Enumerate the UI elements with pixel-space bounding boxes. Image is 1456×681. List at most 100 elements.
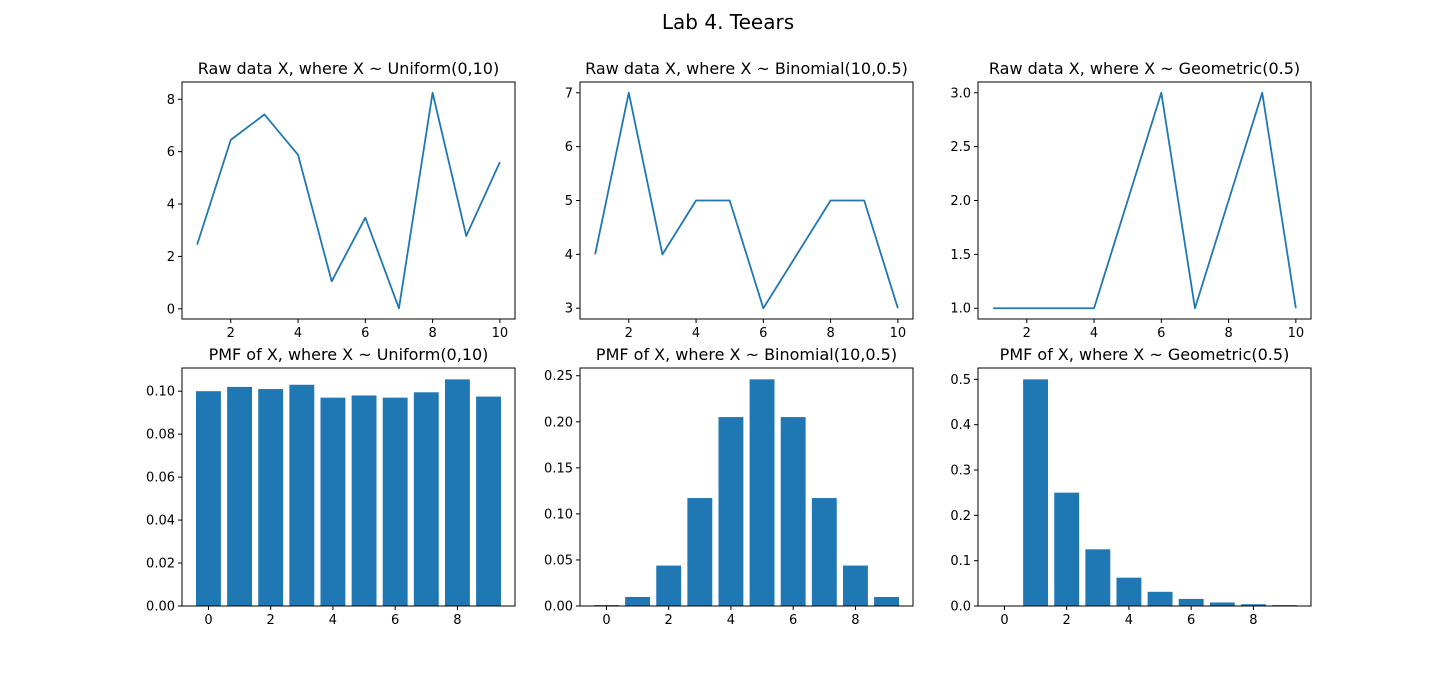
subplot-3: Raw data X, where X ~ Geometric(0.5) 2 4 6 8…: [950, 59, 1312, 341]
bar: [780, 417, 806, 606]
y-tick-label: 0.10: [544, 507, 573, 522]
y-tick-label: 0: [167, 302, 175, 317]
x-tick-label: 10: [1288, 326, 1305, 341]
bar: [444, 379, 470, 606]
x-tick-label: 8: [851, 613, 859, 628]
bar: [842, 565, 868, 606]
subplot-title: PMF of X, where X ~ Uniform(0,10): [209, 345, 489, 364]
y-tick-label: 0.1: [950, 554, 971, 569]
y-tick-label: 5: [565, 194, 573, 209]
axes-frame: [579, 367, 914, 607]
subplot-title: Raw data X, where X ~ Uniform(0,10): [198, 59, 499, 78]
bar: [1147, 591, 1173, 606]
y-tick-label: 0.00: [544, 600, 573, 615]
x-tick-label: 4: [727, 613, 735, 628]
x-tick-label: 4: [294, 326, 302, 341]
bar: [1116, 577, 1142, 606]
series-line: [993, 91, 1297, 310]
bar: [413, 392, 439, 606]
bar: [1240, 604, 1266, 606]
subplot-1: Raw data X, where X ~ Uniform(0,10) 2 4 6 8 1…: [167, 59, 516, 341]
y-tick-label: 6: [565, 140, 573, 155]
y-tick-label: 0.2: [950, 509, 971, 524]
x-tick-label: 6: [759, 326, 767, 341]
y-tick-label: 0.4: [950, 418, 971, 433]
y-tick-label: 0.5: [950, 373, 971, 388]
bar: [196, 391, 221, 606]
y-tick-label: 7: [565, 86, 573, 101]
y-tick-label: 1.5: [950, 248, 971, 263]
x-tick-label: 0: [602, 613, 610, 628]
figure-suptitle: Lab 4. Teears: [662, 10, 794, 34]
x-tick-label: 4: [1125, 613, 1133, 628]
x-tick-label: 8: [453, 613, 461, 628]
y-tick-label: 3: [565, 302, 573, 317]
y-tick-label: 0.20: [544, 415, 573, 430]
y-tick-label: 1.0: [950, 302, 971, 317]
y-tick-label: 4: [167, 198, 175, 213]
y-tick-label: 0.02: [146, 557, 175, 572]
x-tick-label: 8: [826, 326, 834, 341]
bar: [749, 379, 775, 606]
subplot-grid: Raw data X, where X ~ Uniform(0,10) 2 4 6 8 1…: [146, 59, 1312, 628]
bar: [874, 596, 899, 606]
x-tick-label: 2: [1063, 613, 1071, 628]
axes-frame: [181, 81, 516, 320]
x-tick-label: 8: [1249, 613, 1257, 628]
x-tick-label: 6: [789, 613, 797, 628]
x-tick-label: 2: [267, 613, 275, 628]
x-tick-label: 4: [1090, 326, 1098, 341]
y-tick-label: 0.3: [950, 464, 971, 479]
x-tick-label: 8: [428, 326, 436, 341]
subplot-title: PMF of X, where X ~ Geometric(0.5): [1000, 345, 1290, 364]
y-tick-label: 8: [167, 93, 175, 108]
y-tick-label: 4: [565, 248, 573, 263]
x-tick-label: 4: [692, 326, 700, 341]
x-tick-label: 0: [204, 613, 212, 628]
bar: [320, 397, 346, 606]
bar: [718, 417, 744, 606]
y-tick-label: 0.10: [146, 385, 175, 400]
y-tick-label: 6: [167, 145, 175, 160]
subplot-title: PMF of X, where X ~ Binomial(10,0.5): [596, 345, 897, 364]
y-tick-label: 0.04: [146, 514, 175, 529]
bar: [1023, 379, 1049, 606]
x-tick-label: 6: [361, 326, 369, 341]
bar: [227, 386, 253, 606]
x-tick-label: 2: [1023, 326, 1031, 341]
y-tick-label: 2.5: [950, 140, 971, 155]
subplot-4: PMF of X, where X ~ Uniform(0,10) 0 2 4 6 8 0.…: [146, 345, 516, 628]
bar: [687, 498, 713, 606]
x-tick-label: 2: [625, 326, 633, 341]
y-tick-label: 0.08: [146, 428, 175, 443]
bar: [382, 397, 408, 606]
x-tick-label: 10: [492, 326, 509, 341]
bar: [351, 395, 377, 606]
subplot-2: Raw data X, where X ~ Binomial(10,0.5) 2 4…: [565, 59, 914, 341]
subplot-5: PMF of X, where X ~ Binomial(10,0.5) 0 2 4 6…: [544, 345, 914, 628]
x-tick-label: 4: [329, 613, 337, 628]
y-tick-label: 3.0: [950, 86, 971, 101]
bar: [476, 396, 501, 606]
bar: [656, 565, 682, 606]
y-tick-label: 2: [167, 250, 175, 265]
bar: [811, 498, 837, 606]
bar: [625, 596, 651, 606]
subplot-6: PMF of X, where X ~ Geometric(0.5) 0 2 4 6 8 0…: [950, 345, 1312, 628]
bar: [1085, 549, 1111, 606]
subplot-title: Raw data X, where X ~ Geometric(0.5): [989, 59, 1300, 78]
y-tick-label: 0.15: [544, 461, 573, 476]
x-tick-label: 6: [1157, 326, 1165, 341]
y-tick-label: 2.0: [950, 194, 971, 209]
series-line: [594, 91, 899, 310]
x-tick-label: 6: [391, 613, 399, 628]
y-tick-label: 0.25: [544, 369, 573, 384]
axes-frame: [181, 367, 516, 607]
bar: [1209, 602, 1235, 606]
subplot-title: Raw data X, where X ~ Binomial(10,0.5): [585, 59, 908, 78]
x-tick-label: 6: [1187, 613, 1195, 628]
y-tick-label: 0.00: [146, 600, 175, 615]
x-tick-label: 8: [1224, 326, 1232, 341]
x-tick-label: 0: [1000, 613, 1008, 628]
